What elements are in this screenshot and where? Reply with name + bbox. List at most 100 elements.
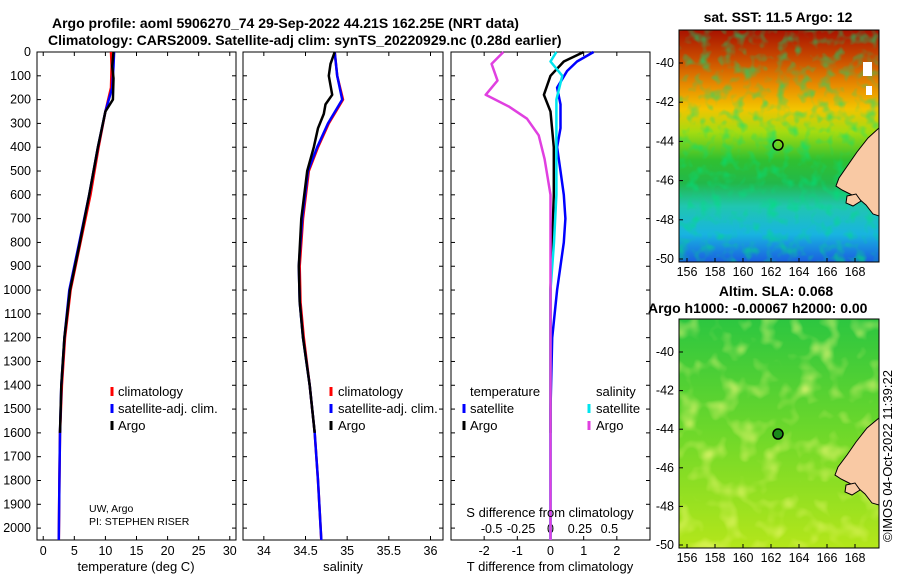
- x-tick-label: 1: [580, 544, 587, 558]
- depth-tick-label: 900: [10, 259, 31, 273]
- temperature-panel: [36, 51, 237, 541]
- depth-tick-label: 300: [10, 116, 31, 130]
- stewart-island: [845, 193, 862, 207]
- new-zealand-coast: [834, 417, 879, 506]
- lat-tick-label: -48: [656, 499, 674, 513]
- legend-label-satellite: satellite-adj. clim.: [118, 401, 218, 416]
- missing-data-patch: [863, 62, 872, 76]
- lat-tick-label: -50: [656, 538, 674, 552]
- x-tick-label: 36: [424, 544, 438, 558]
- x-tick-label: 34.5: [293, 544, 317, 558]
- depth-axis: 0 100 200 300 400 500 600 700 800 900 1000 1100 1200…: [3, 45, 650, 535]
- sst-map-title: sat. SST: 11.5 Argo: 12: [704, 9, 853, 25]
- x-tick-label: 35: [340, 544, 354, 558]
- temperature-xlabel: temperature (deg C): [77, 559, 194, 574]
- x-tick-label: -1: [512, 544, 523, 558]
- missing-data-patch: [866, 86, 872, 95]
- x-tick-label: 10: [98, 544, 112, 558]
- lon-tick-label: 162: [761, 551, 782, 565]
- legend-label-t-argo: Argo: [470, 418, 497, 433]
- depth-tick-label: 1400: [3, 378, 31, 392]
- salinity-xlabel: salinity: [323, 559, 363, 574]
- depth-tick-label: 1100: [4, 307, 31, 321]
- depth-tick-label: 500: [10, 164, 31, 178]
- legend-label-climatology: climatology: [338, 384, 404, 399]
- legend-label-t-satellite: satellite: [470, 401, 514, 416]
- argo-float-marker: [772, 428, 784, 440]
- lat-tick-label: -48: [656, 213, 674, 227]
- difference-legend: temperature salinity satellite Argo sate…: [462, 384, 640, 433]
- s-difference-label: S difference from climatology: [466, 505, 634, 520]
- lon-tick-label: 168: [845, 551, 866, 565]
- lon-tick-label: 156: [677, 551, 698, 565]
- lat-tick-label: -40: [656, 56, 674, 70]
- difference-xlabel: T difference from climatology: [467, 559, 634, 574]
- depth-tick-label: 1700: [3, 450, 31, 464]
- s-tick-label: 0.5: [601, 522, 618, 536]
- lon-tick-label: 168: [845, 265, 866, 279]
- lat-tick-label: -40: [656, 345, 674, 359]
- depth-tick-label: 1000: [3, 283, 31, 297]
- x-tick-label: 0: [547, 544, 554, 558]
- lat-tick-label: -42: [656, 95, 674, 109]
- sst-texture: [679, 30, 879, 262]
- lon-tick-label: 162: [761, 265, 782, 279]
- x-tick-label: 30: [223, 544, 237, 558]
- depth-tick-label: 800: [10, 235, 31, 249]
- series-line-argo: [58, 51, 115, 433]
- depth-tick-label: 1300: [3, 354, 31, 368]
- lon-tick-label: 160: [733, 551, 754, 565]
- stewart-island: [844, 482, 861, 496]
- temperature-legend: climatology satellite-adj. clim. Argo: [110, 384, 218, 433]
- depth-tick-label: 400: [10, 140, 31, 154]
- sla-map-title1: Altim. SLA: 0.068: [719, 283, 834, 299]
- salinity-panel: [242, 51, 444, 541]
- x-tick-label: -2: [479, 544, 490, 558]
- lon-tick-label: 166: [817, 265, 838, 279]
- new-zealand-coast: [835, 127, 879, 217]
- sla-map-title2: Argo h1000: -0.00067 h2000: 0.00: [648, 300, 868, 316]
- depth-tick-label: 1500: [3, 402, 31, 416]
- lat-tick-label: -50: [656, 252, 674, 266]
- depth-tick-label: 200: [10, 93, 31, 107]
- sla-map: [679, 319, 879, 548]
- depth-tick-label: 1600: [3, 426, 31, 440]
- lon-tick-label: 158: [705, 551, 726, 565]
- legend-header-temperature: temperature: [470, 384, 540, 399]
- depth-tick-label: 1200: [3, 331, 31, 345]
- lat-tick-label: -46: [656, 461, 674, 475]
- series-line-satellite-adj-clim-: [57, 51, 116, 541]
- annotation-pi: PI: STEPHEN RISER: [89, 516, 190, 528]
- series-line-argo: [297, 51, 336, 434]
- lat-tick-label: -44: [656, 134, 674, 148]
- legend-label-climatology: climatology: [118, 384, 184, 399]
- depth-tick-label: 2000: [3, 521, 31, 535]
- lon-tick-label: 164: [789, 265, 810, 279]
- x-tick-label: 35.5: [377, 544, 401, 558]
- s-tick-label: -0.25: [507, 522, 536, 536]
- salinity-legend: climatology satellite-adj. clim. Argo: [329, 384, 438, 433]
- lon-tick-label: 164: [789, 551, 810, 565]
- series-line-climatology: [298, 51, 345, 541]
- lon-tick-label: 166: [817, 551, 838, 565]
- legend-label-argo: Argo: [338, 418, 365, 433]
- lat-tick-label: -46: [656, 174, 674, 188]
- depth-tick-label: 100: [10, 69, 31, 83]
- lon-tick-label: 156: [677, 265, 698, 279]
- sst-map-frame: [678, 29, 880, 263]
- profile-lines: [57, 50, 595, 541]
- x-tick-label: 2: [613, 544, 620, 558]
- imos-timestamp: ©IMOS 04-Oct-2022 11:39:22: [880, 370, 895, 542]
- figure-title-line1: Argo profile: aoml 5906270_74 29-Sep-202…: [52, 15, 519, 31]
- annotation-institution: UW, Argo: [89, 503, 134, 515]
- x-axes: 0 5 10 15 20 25 30 34 34.5 35 35.5 36 -2 -1 0 1 2 -0.5 -0.…: [40, 52, 620, 558]
- x-tick-label: 34: [257, 544, 271, 558]
- depth-tick-label: 1800: [3, 473, 31, 487]
- depth-tick-label: 700: [10, 212, 31, 226]
- x-tick-label: 25: [192, 544, 206, 558]
- x-tick-label: 0: [40, 544, 47, 558]
- legend-label-argo: Argo: [118, 418, 145, 433]
